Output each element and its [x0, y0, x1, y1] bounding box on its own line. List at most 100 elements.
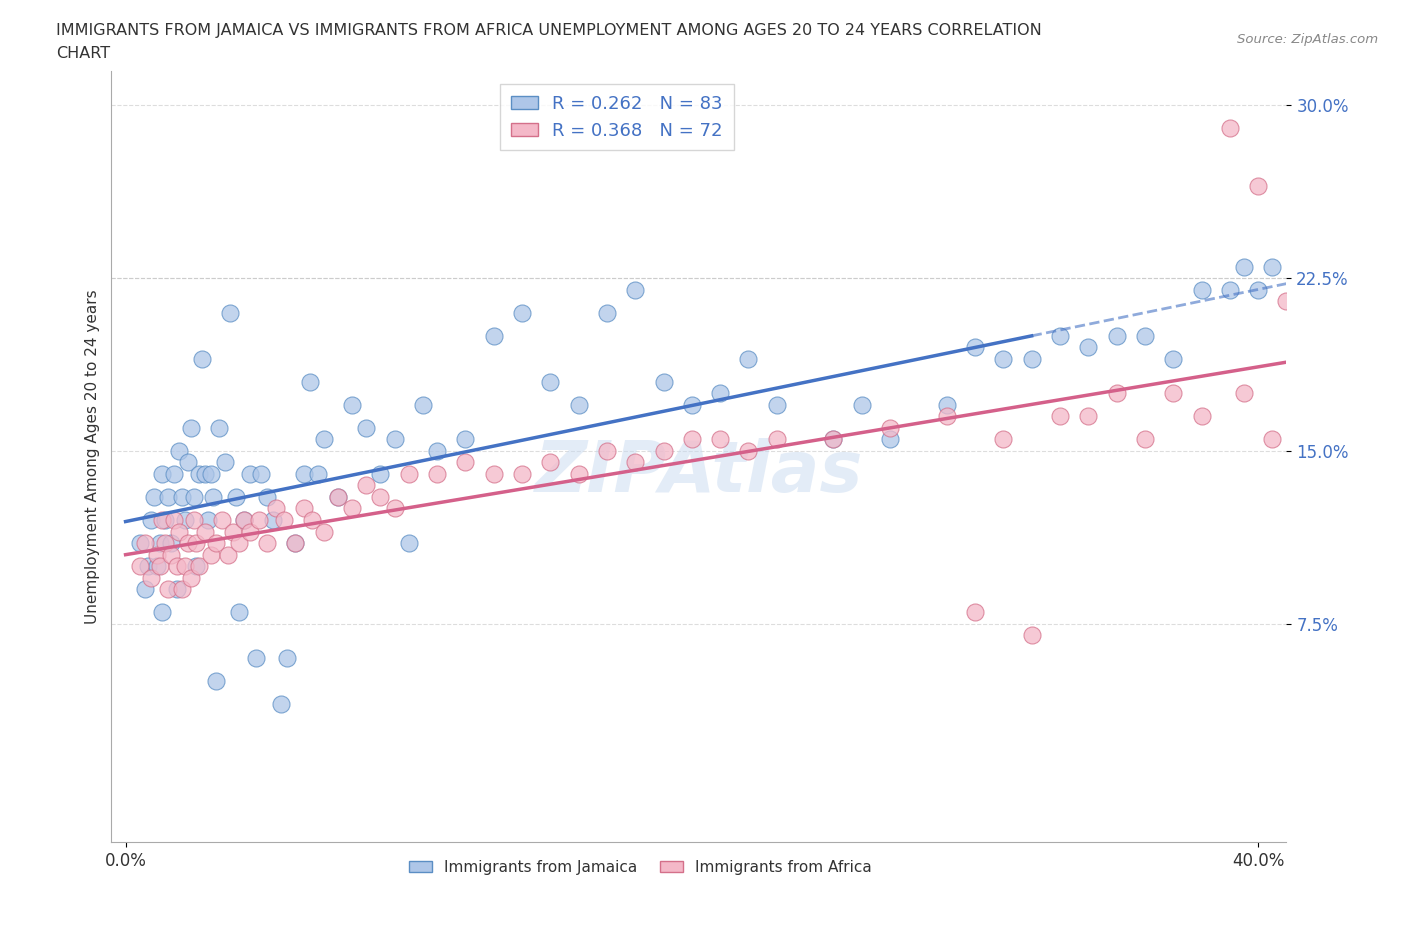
Point: [134, 536, 156, 551]
Point: [1021, 352, 1043, 366]
Point: [211, 512, 233, 527]
Point: [568, 467, 591, 482]
Point: [1161, 352, 1184, 366]
Point: [709, 432, 731, 446]
Point: [510, 467, 533, 482]
Point: [1233, 259, 1256, 274]
Point: [169, 444, 191, 458]
Point: [1219, 282, 1241, 297]
Point: [354, 478, 377, 493]
Point: [200, 547, 222, 562]
Point: [426, 444, 449, 458]
Point: [737, 444, 759, 458]
Point: [247, 512, 270, 527]
Point: [256, 489, 278, 504]
Point: [205, 674, 228, 689]
Point: [298, 375, 321, 390]
Point: [256, 536, 278, 551]
Point: [262, 512, 284, 527]
Point: [188, 559, 211, 574]
Point: [340, 397, 363, 412]
Point: [596, 444, 619, 458]
Point: [239, 467, 262, 482]
Point: [217, 547, 239, 562]
Legend: Immigrants from Jamaica, Immigrants from Africa: Immigrants from Jamaica, Immigrants from…: [402, 854, 877, 881]
Point: [205, 536, 228, 551]
Point: [169, 525, 191, 539]
Point: [1261, 432, 1284, 446]
Point: [681, 397, 703, 412]
Point: [1021, 628, 1043, 643]
Text: Source: ZipAtlas.com: Source: ZipAtlas.com: [1237, 33, 1378, 46]
Point: [1077, 409, 1099, 424]
Point: [301, 512, 323, 527]
Point: [160, 547, 183, 562]
Point: [963, 604, 986, 619]
Point: [174, 512, 197, 527]
Point: [1191, 409, 1213, 424]
Point: [166, 559, 188, 574]
Point: [538, 455, 561, 470]
Point: [284, 536, 307, 551]
Point: [384, 432, 406, 446]
Point: [765, 432, 787, 446]
Point: [128, 536, 150, 551]
Point: [510, 305, 533, 320]
Point: [148, 559, 170, 574]
Point: [568, 397, 591, 412]
Point: [624, 455, 647, 470]
Point: [219, 305, 242, 320]
Point: [384, 501, 406, 516]
Point: [186, 559, 208, 574]
Point: [1261, 259, 1284, 274]
Y-axis label: Unemployment Among Ages 20 to 24 years: Unemployment Among Ages 20 to 24 years: [86, 289, 100, 624]
Point: [177, 455, 200, 470]
Point: [737, 352, 759, 366]
Point: [202, 489, 225, 504]
Point: [1105, 328, 1128, 343]
Point: [145, 559, 167, 574]
Point: [1133, 328, 1156, 343]
Point: [233, 512, 256, 527]
Point: [935, 409, 957, 424]
Point: [370, 467, 392, 482]
Point: [1133, 432, 1156, 446]
Point: [1247, 179, 1270, 193]
Point: [1191, 282, 1213, 297]
Point: [963, 339, 986, 354]
Point: [191, 352, 214, 366]
Point: [1219, 121, 1241, 136]
Point: [172, 581, 194, 596]
Text: CHART: CHART: [56, 46, 110, 61]
Point: [145, 547, 167, 562]
Point: [326, 489, 349, 504]
Point: [273, 512, 295, 527]
Point: [180, 420, 202, 435]
Point: [177, 536, 200, 551]
Point: [398, 467, 420, 482]
Point: [993, 352, 1015, 366]
Point: [1275, 294, 1298, 309]
Point: [709, 386, 731, 401]
Point: [340, 501, 363, 516]
Point: [155, 536, 177, 551]
Point: [276, 651, 298, 666]
Point: [1161, 386, 1184, 401]
Point: [214, 455, 236, 470]
Point: [150, 467, 173, 482]
Point: [200, 467, 222, 482]
Point: [652, 444, 675, 458]
Point: [148, 536, 170, 551]
Point: [765, 397, 787, 412]
Point: [150, 512, 173, 527]
Point: [823, 432, 845, 446]
Point: [163, 467, 186, 482]
Point: [194, 467, 217, 482]
Point: [188, 467, 211, 482]
Point: [624, 282, 647, 297]
Point: [1077, 339, 1099, 354]
Point: [426, 467, 449, 482]
Point: [823, 432, 845, 446]
Point: [163, 512, 186, 527]
Point: [150, 604, 173, 619]
